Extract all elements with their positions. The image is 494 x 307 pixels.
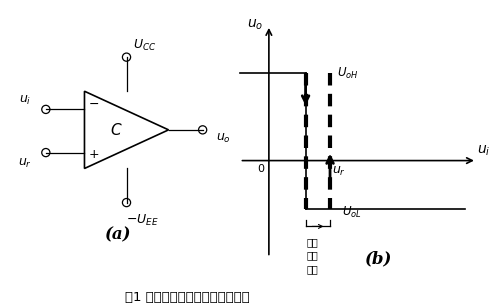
Text: $\boldsymbol{u_o}$: $\boldsymbol{u_o}$	[247, 18, 264, 32]
Text: $U_{oH}$: $U_{oH}$	[337, 66, 359, 81]
Text: 0: 0	[257, 164, 264, 174]
Text: $\boldsymbol{u_i}$: $\boldsymbol{u_i}$	[19, 94, 32, 107]
Text: $\boldsymbol{u_o}$: $\boldsymbol{u_o}$	[216, 132, 231, 146]
Text: 不灵: 不灵	[307, 251, 319, 260]
Text: 敏区: 敏区	[307, 264, 319, 274]
Text: (b): (b)	[365, 250, 393, 267]
Text: $U_{oL}$: $U_{oL}$	[342, 205, 362, 220]
Text: (a): (a)	[105, 227, 132, 243]
Text: $+$: $+$	[88, 148, 99, 161]
Text: $\boldsymbol{u_r}$: $\boldsymbol{u_r}$	[332, 165, 346, 178]
Text: 图1 电压比较器的符号及传输特性: 图1 电压比较器的符号及传输特性	[125, 291, 250, 304]
Text: $-$: $-$	[88, 97, 99, 110]
Text: $\boldsymbol{u_i}$: $\boldsymbol{u_i}$	[477, 144, 491, 158]
Text: $U_{CC}$: $U_{CC}$	[133, 38, 157, 53]
Text: $-U_{EE}$: $-U_{EE}$	[126, 213, 159, 228]
Text: 鉴别: 鉴别	[307, 237, 319, 247]
Text: $C$: $C$	[110, 122, 123, 138]
Text: $\boldsymbol{u_r}$: $\boldsymbol{u_r}$	[18, 157, 33, 170]
